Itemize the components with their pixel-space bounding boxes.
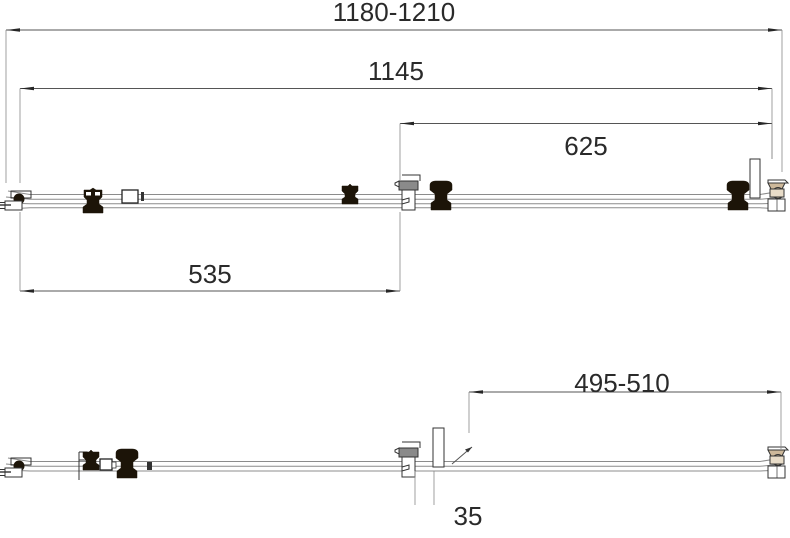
svg-text:1145: 1145 (368, 56, 424, 86)
svg-text:1180-1210: 1180-1210 (333, 0, 455, 27)
svg-text:625: 625 (564, 131, 607, 161)
svg-text:535: 535 (188, 259, 231, 289)
svg-text:35: 35 (454, 501, 483, 531)
svg-text:495-510: 495-510 (574, 368, 669, 398)
